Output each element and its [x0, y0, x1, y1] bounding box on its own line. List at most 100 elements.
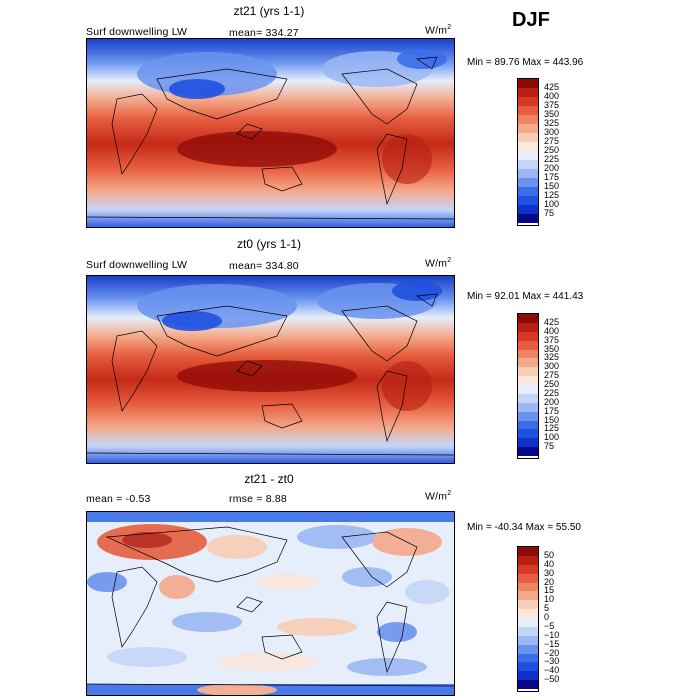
- panel1-map-field: [87, 39, 454, 227]
- colorbar-tick-label: −30: [544, 656, 560, 667]
- colorbar-segment: [518, 680, 538, 689]
- colorbar-tick-label: 125: [544, 423, 560, 434]
- colorbar-segment: [518, 115, 538, 124]
- colorbar-tick-label: 375: [544, 334, 560, 345]
- colorbar-segment: [518, 438, 538, 448]
- colorbar-tick-label: 125: [544, 190, 560, 200]
- colorbar-segment: [518, 367, 538, 377]
- colorbar-tick-label: 30: [544, 567, 555, 578]
- panel1-minmax-label: Min = 89.76 Max = 443.96: [467, 57, 584, 68]
- colorbar-segment: [518, 196, 538, 205]
- colorbar-tick-label: 75: [544, 208, 555, 218]
- colorbar-segment: [518, 79, 538, 88]
- colorbar-tick-label: 225: [544, 387, 560, 398]
- panel2-colorbar-ticks: 425 400 375 350 325 300 275 250 225 200 175 150 125 1…: [544, 313, 584, 459]
- colorbar-segment: [518, 644, 538, 654]
- colorbar-segment: [518, 169, 538, 178]
- panel1-colorbar-ticks: 425 400 375 350 325 300 275 250 225 200 175 150 125 1…: [544, 78, 584, 226]
- colorbar-segment: [518, 88, 538, 97]
- colorbar-tick-label: 425: [544, 316, 560, 327]
- colorbar-segment: [518, 393, 538, 403]
- colorbar-segment: [518, 376, 538, 385]
- colorbar-segment: [518, 609, 538, 618]
- colorbar-tick-label: 5: [544, 603, 550, 614]
- colorbar-segment: [518, 402, 538, 412]
- colorbar-tick-label: 200: [544, 163, 560, 173]
- colorbar-segment: [518, 662, 538, 672]
- colorbar-tick-label: 350: [544, 109, 560, 119]
- colorbar-tick-label: −10: [544, 629, 560, 640]
- panel2-map: [86, 275, 455, 464]
- colorbar-segment: [518, 160, 538, 169]
- panel2-mean-label: mean= 334.80: [229, 260, 299, 272]
- panel1-mean-label: mean= 334.27: [229, 27, 299, 39]
- colorbar-tick-label: 50: [544, 549, 555, 560]
- colorbar-tick-label: 325: [544, 118, 560, 128]
- colorbar-segment: [518, 331, 538, 341]
- colorbar-segment: [518, 340, 538, 350]
- colorbar-tick-label: 175: [544, 172, 560, 182]
- colorbar-segment: [518, 314, 538, 323]
- colorbar-tick-label: 250: [544, 379, 560, 389]
- colorbar-segment: [518, 124, 538, 133]
- colorbar-segment: [518, 178, 538, 187]
- panel1-colorbar: [517, 78, 539, 226]
- panel2-map-field: [87, 276, 454, 463]
- colorbar-tick-label: 400: [544, 91, 560, 101]
- colorbar-segment: [518, 626, 538, 636]
- colorbar-tick-label: 400: [544, 325, 560, 336]
- colorbar-tick-label: 275: [544, 370, 560, 381]
- colorbar-tick-label: 20: [544, 576, 555, 587]
- colorbar-tick-label: −50: [544, 674, 560, 685]
- colorbar-segment: [518, 322, 538, 332]
- colorbar-segment: [518, 214, 538, 223]
- colorbar-segment: [518, 420, 538, 430]
- colorbar-tick-label: 0: [544, 612, 550, 622]
- colorbar-tick-label: −5: [544, 620, 555, 631]
- colorbar-tick-label: 150: [544, 414, 560, 425]
- colorbar-tick-label: 15: [544, 585, 555, 596]
- colorbar-segment: [518, 385, 538, 394]
- colorbar-segment: [518, 187, 538, 196]
- colorbar-tick-label: 225: [544, 154, 560, 164]
- colorbar-tick-label: 75: [544, 441, 555, 452]
- colorbar-tick-label: 10: [544, 594, 555, 605]
- colorbar-segment: [518, 600, 538, 610]
- colorbar-tick-label: 100: [544, 199, 560, 209]
- panel3-rmse-label: rmse = 8.88: [229, 493, 287, 505]
- panel3-mean-label: mean = -0.53: [86, 493, 151, 505]
- colorbar-segment: [518, 106, 538, 115]
- colorbar-tick-label: 300: [544, 361, 560, 372]
- colorbar-segment: [518, 573, 538, 583]
- panel2-variable-label: Surf downwelling LW: [86, 259, 188, 271]
- colorbar-segment: [518, 447, 538, 456]
- colorbar-tick-label: 200: [544, 396, 560, 407]
- panel1-map: [86, 38, 455, 228]
- colorbar-segment: [518, 429, 538, 439]
- colorbar-segment: [518, 564, 538, 574]
- colorbar-tick-label: −20: [544, 647, 560, 658]
- colorbar-tick-label: 175: [544, 405, 560, 416]
- panel3-map: [86, 511, 455, 696]
- colorbar-tick-label: 425: [544, 82, 560, 92]
- colorbar-tick-label: 375: [544, 100, 560, 110]
- colorbar-segment: [518, 358, 538, 368]
- colorbar-tick-label: 150: [544, 181, 560, 191]
- colorbar-segment: [518, 547, 538, 556]
- colorbar-segment: [518, 151, 538, 160]
- colorbar-tick-label: −15: [544, 638, 560, 649]
- colorbar-tick-label: 100: [544, 432, 560, 443]
- colorbar-tick-label: −40: [544, 665, 560, 676]
- colorbar-tick-label: 325: [544, 352, 560, 363]
- panel2-unit-label: W/m2: [425, 257, 452, 270]
- colorbar-segment: [518, 97, 538, 106]
- colorbar-segment: [518, 205, 538, 214]
- panel3-unit-label: W/m2: [425, 490, 452, 503]
- colorbar-segment: [518, 582, 538, 592]
- colorbar-segment: [518, 653, 538, 663]
- panel2-minmax-label: Min = 92.01 Max = 441.43: [467, 291, 584, 302]
- panel1-unit-label: W/m2: [425, 24, 452, 37]
- colorbar-tick-label: 250: [544, 145, 560, 155]
- panel2-title: zt0 (yrs 1-1): [236, 237, 301, 251]
- colorbar-segment: [518, 555, 538, 565]
